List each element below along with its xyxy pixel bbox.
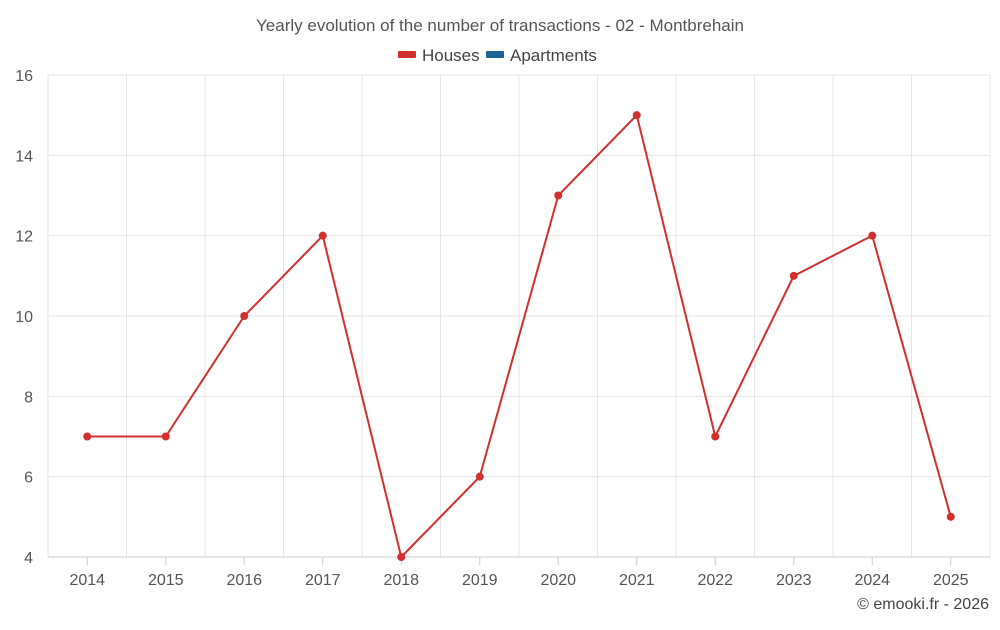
legend-label: Apartments bbox=[510, 46, 597, 65]
legend-item-apartments[interactable]: Apartments bbox=[486, 46, 597, 65]
y-tick-label: 6 bbox=[24, 470, 33, 487]
data-point[interactable] bbox=[475, 472, 484, 481]
credit-text: © emooki.fr - 2026 bbox=[857, 596, 989, 613]
series-layer bbox=[83, 111, 955, 561]
y-tick-label: 14 bbox=[15, 148, 33, 165]
x-tick-label: 2022 bbox=[697, 572, 733, 589]
data-point[interactable] bbox=[397, 553, 406, 561]
legend[interactable]: Houses Apartments bbox=[398, 46, 597, 65]
data-point[interactable] bbox=[868, 231, 877, 240]
legend-swatch bbox=[398, 51, 416, 58]
grid bbox=[47, 74, 991, 558]
data-point[interactable] bbox=[240, 312, 249, 320]
x-tick-label: 2020 bbox=[540, 572, 576, 589]
data-point[interactable] bbox=[789, 271, 798, 280]
axes: 4 6 8 10 12 14 16 2014 2015 2016 2017 2018 2019 2020 2… bbox=[15, 68, 990, 589]
data-point[interactable] bbox=[946, 512, 955, 521]
y-tick-label: 16 bbox=[15, 68, 33, 85]
x-tick-label: 2016 bbox=[226, 572, 262, 589]
x-tick-label: 2019 bbox=[462, 572, 498, 589]
data-point[interactable] bbox=[711, 432, 720, 441]
x-tick-label: 2017 bbox=[305, 572, 341, 589]
x-tick-label: 2014 bbox=[69, 572, 105, 589]
data-point[interactable] bbox=[161, 432, 170, 441]
x-tick-label: 2024 bbox=[854, 572, 890, 589]
data-point[interactable] bbox=[554, 191, 563, 200]
data-point[interactable] bbox=[83, 432, 92, 441]
x-tick-label: 2015 bbox=[148, 572, 184, 589]
x-tick-label: 2018 bbox=[383, 572, 419, 589]
series-line-houses bbox=[87, 114, 952, 558]
y-tick-label: 4 bbox=[24, 550, 33, 567]
legend-label: Houses bbox=[422, 46, 480, 65]
x-tick-label: 2023 bbox=[776, 572, 812, 589]
x-tick-label: 2021 bbox=[619, 572, 655, 589]
y-tick-label: 12 bbox=[15, 229, 33, 246]
y-tick-label: 10 bbox=[15, 309, 33, 326]
legend-item-houses[interactable]: Houses bbox=[398, 46, 480, 65]
x-tick-label: 2025 bbox=[933, 572, 969, 589]
data-point[interactable] bbox=[632, 111, 641, 120]
y-tick-label: 8 bbox=[24, 389, 33, 406]
data-point[interactable] bbox=[318, 231, 327, 240]
chart-title: Yearly evolution of the number of transa… bbox=[256, 16, 744, 35]
legend-swatch bbox=[486, 51, 504, 58]
